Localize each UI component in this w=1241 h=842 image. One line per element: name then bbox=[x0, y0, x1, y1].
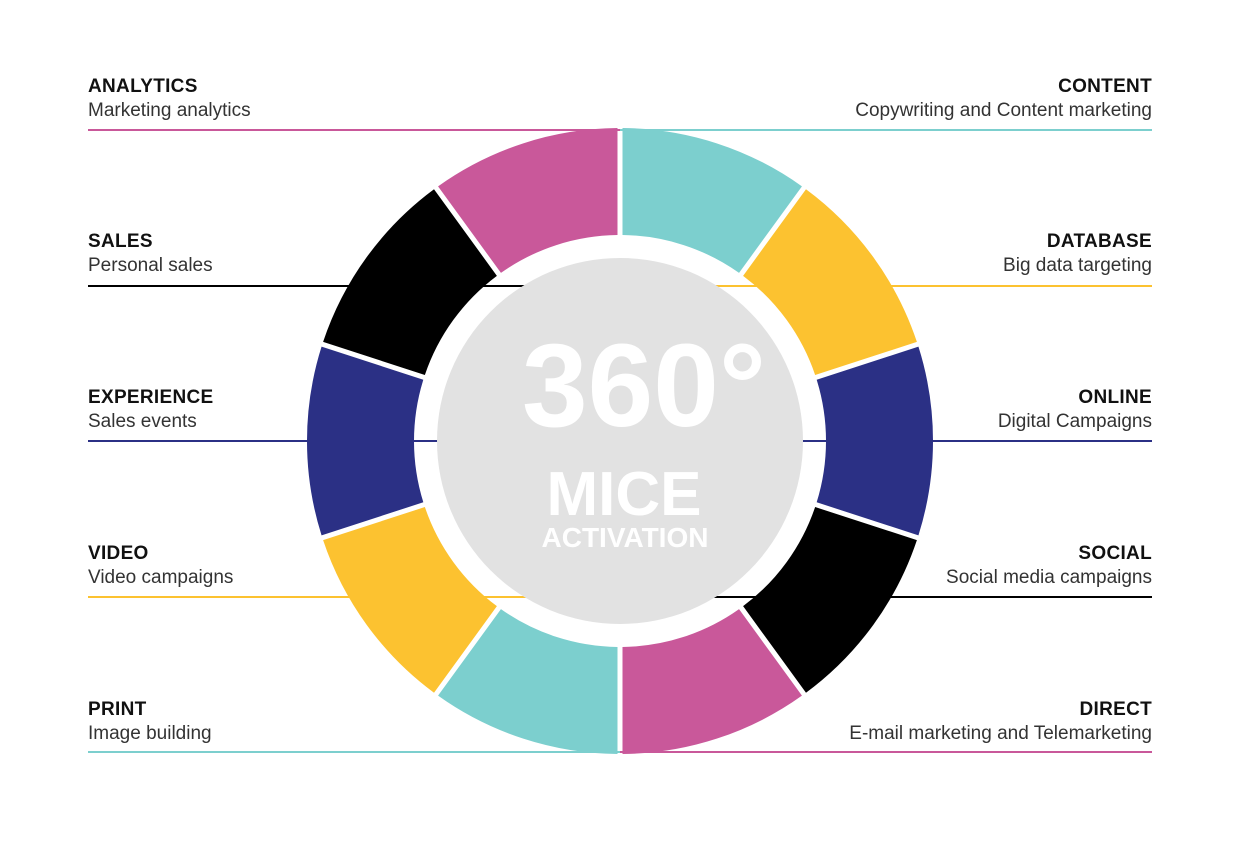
ring-segment-database bbox=[743, 189, 917, 375]
center-disc bbox=[437, 258, 803, 624]
label-title: DATABASE bbox=[1046, 231, 1152, 252]
left-label-experience: EXPERIENCE Sales events bbox=[88, 387, 528, 435]
label-title: SOCIAL bbox=[1078, 543, 1152, 564]
label-subtitle: Video campaigns bbox=[88, 567, 234, 588]
ring-segment-online bbox=[816, 346, 933, 536]
label-title: CONTENT bbox=[1058, 76, 1152, 97]
ring-segment-video bbox=[323, 507, 497, 693]
right-label-database: DATABASE Big data targeting bbox=[712, 231, 1152, 279]
center-360-text: 360° bbox=[522, 320, 766, 452]
ring-segment-print bbox=[438, 609, 618, 754]
right-label-online: ONLINE Digital Campaigns bbox=[712, 387, 1152, 435]
right-label-content: CONTENT Copywriting and Content marketing bbox=[712, 76, 1152, 124]
right-label-social: SOCIAL Social media campaigns bbox=[712, 543, 1152, 591]
left-label-video: VIDEO Video campaigns bbox=[88, 543, 528, 591]
right-label-direct: DIRECT E-mail marketing and Telemarketing bbox=[712, 699, 1152, 747]
label-title: VIDEO bbox=[88, 543, 149, 564]
label-subtitle: Sales events bbox=[88, 411, 197, 432]
label-subtitle: Marketing analytics bbox=[88, 100, 251, 121]
center-activation-text: ACTIVATION bbox=[542, 522, 709, 553]
label-subtitle: Image building bbox=[88, 723, 212, 744]
ring-segment-social bbox=[743, 507, 917, 693]
left-label-analytics: ANALYTICS Marketing analytics bbox=[88, 76, 528, 124]
ring-segment-content bbox=[622, 128, 802, 273]
label-subtitle: E-mail marketing and Telemarketing bbox=[849, 723, 1152, 744]
label-subtitle: Personal sales bbox=[88, 255, 213, 276]
label-title: SALES bbox=[88, 231, 153, 252]
center-mice-text: MICE bbox=[547, 460, 702, 529]
label-subtitle: Social media campaigns bbox=[946, 567, 1152, 588]
label-title: PRINT bbox=[88, 699, 147, 720]
label-title: DIRECT bbox=[1079, 699, 1152, 720]
ring-segment-direct bbox=[622, 609, 802, 754]
label-subtitle: Copywriting and Content marketing bbox=[855, 100, 1152, 121]
label-title: ANALYTICS bbox=[88, 76, 198, 97]
ring-segment-sales bbox=[323, 189, 497, 375]
left-label-print: PRINT Image building bbox=[88, 699, 528, 747]
left-label-sales: SALES Personal sales bbox=[88, 231, 528, 279]
ring-segment-experience bbox=[306, 346, 424, 536]
label-subtitle: Big data targeting bbox=[1003, 255, 1152, 276]
label-title: ONLINE bbox=[1078, 387, 1152, 408]
ring-segment-analytics bbox=[438, 128, 618, 273]
label-title: EXPERIENCE bbox=[88, 387, 214, 408]
label-subtitle: Digital Campaigns bbox=[997, 411, 1152, 432]
